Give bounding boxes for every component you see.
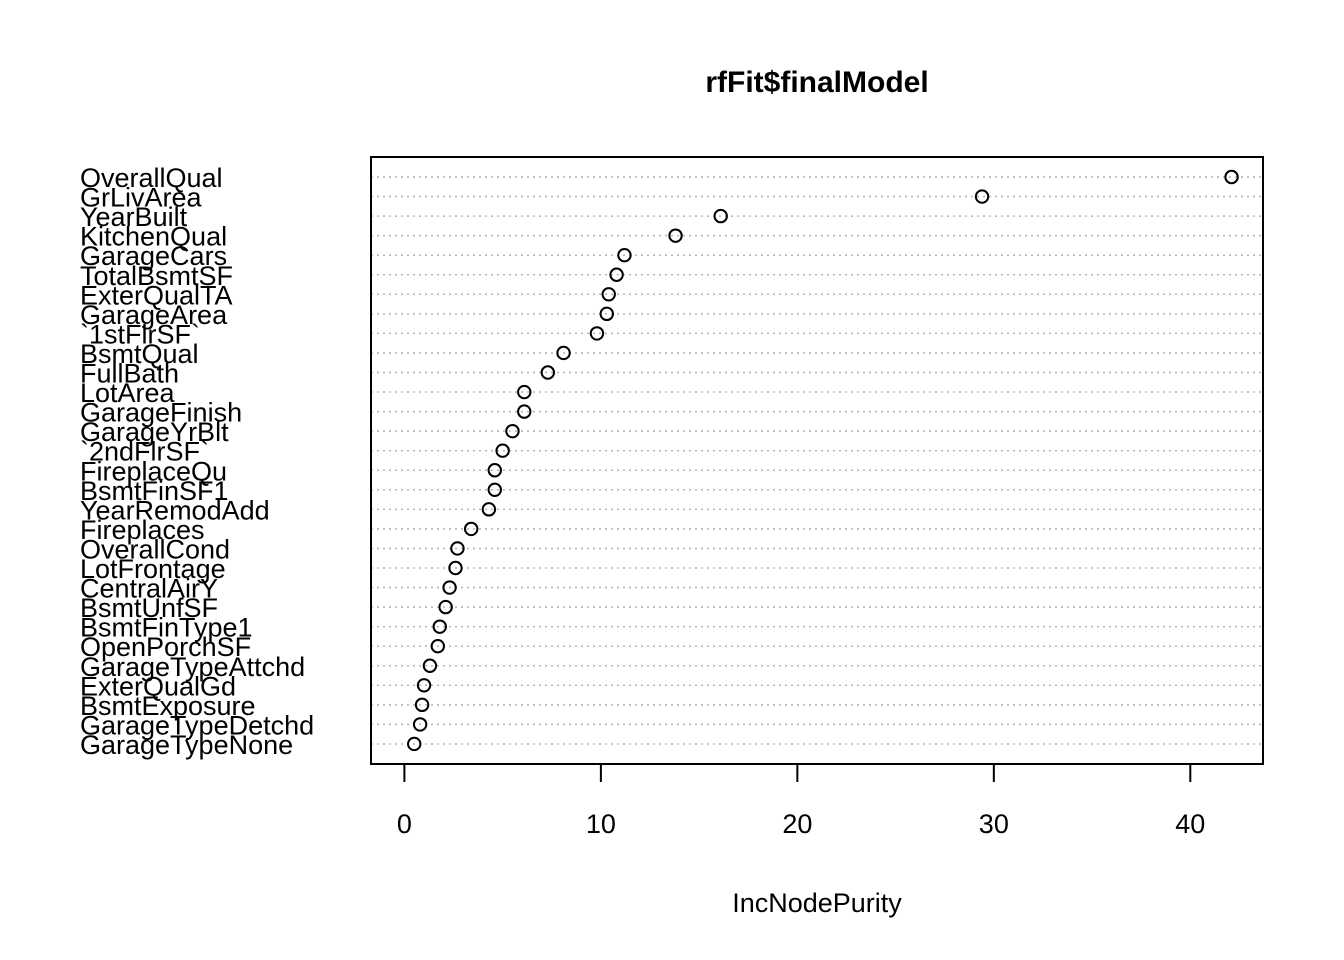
importance-point xyxy=(416,678,432,693)
importance-point xyxy=(617,248,632,263)
variable-label: CentralAirY xyxy=(80,574,218,604)
x-tick-label: 0 xyxy=(397,809,412,839)
variable-label: YearRemodAdd xyxy=(80,495,270,525)
importance-point xyxy=(589,326,605,341)
plot-frame xyxy=(370,156,1264,765)
variable-label: YearBuilt xyxy=(80,202,188,232)
variable-label: FullBath xyxy=(80,359,179,389)
importance-point xyxy=(495,443,510,458)
variable-label: GrLivArea xyxy=(80,183,203,213)
variable-label: `2ndFlrSF` xyxy=(80,437,209,467)
variable-label: BsmtQual xyxy=(80,339,199,369)
importance-point xyxy=(487,482,502,497)
variable-labels: OverallQualGrLivAreaYearBuiltKitchenQual… xyxy=(80,163,314,760)
importance-point xyxy=(517,384,532,400)
variable-label: TotalBsmtSF xyxy=(80,261,233,291)
importance-point xyxy=(464,521,479,537)
importance-point xyxy=(974,189,990,204)
variable-label: BsmtFinType1 xyxy=(80,613,253,643)
variable-label: LotFrontage xyxy=(80,554,226,584)
variable-label: FireplaceQu xyxy=(80,456,227,486)
importance-point xyxy=(481,502,497,517)
importance-point xyxy=(599,306,614,322)
x-tick-label: 10 xyxy=(586,809,616,839)
variable-label: BsmtExposure xyxy=(80,691,256,721)
variable-label: GarageFinish xyxy=(80,398,242,428)
importance-points xyxy=(407,169,1239,752)
importance-point xyxy=(609,267,624,282)
importance-point xyxy=(414,697,430,713)
x-axis: 0 10 20 30 40 xyxy=(397,763,1205,839)
variable-label: GarageTypeDetchd xyxy=(80,710,314,740)
variable-label: GarageTypeNone xyxy=(80,730,293,760)
x-axis-label: IncNodePurity xyxy=(732,888,902,918)
importance-point xyxy=(407,736,422,752)
variable-label: ExterQualTA xyxy=(80,280,233,310)
importance-point xyxy=(438,599,453,615)
importance-point xyxy=(432,619,447,634)
importance-point xyxy=(442,580,457,595)
grid-lines xyxy=(371,176,1263,745)
variable-label: GarageTypeAttchd xyxy=(80,652,305,682)
importance-point xyxy=(487,463,502,478)
importance-point xyxy=(668,228,683,243)
importance-point xyxy=(412,717,428,732)
x-tick-label: 30 xyxy=(979,809,1009,839)
variable-label: OverallQual xyxy=(80,163,223,193)
x-tick-label: 20 xyxy=(782,809,812,839)
importance-point xyxy=(505,423,520,439)
importance-point xyxy=(601,287,616,302)
variable-label: OverallCond xyxy=(80,534,230,564)
variable-label: BsmtFinSF1 xyxy=(80,476,229,506)
variable-label: GarageYrBlt xyxy=(80,417,229,447)
variable-label: GarageArea xyxy=(80,300,228,330)
importance-point xyxy=(1224,169,1239,185)
importance-point xyxy=(448,560,463,576)
importance-point xyxy=(422,658,438,673)
importance-point xyxy=(556,345,571,361)
variable-label: `1stFlrSF` xyxy=(80,319,200,349)
variable-label: KitchenQual xyxy=(80,222,227,252)
importance-point xyxy=(517,404,532,419)
importance-point xyxy=(430,639,446,654)
variable-label: Fireplaces xyxy=(80,515,205,545)
variable-label: LotArea xyxy=(80,378,176,408)
variable-label: GarageCars xyxy=(80,241,227,271)
variable-label: OpenPorchSF xyxy=(80,632,251,662)
variable-label: ExterQualGd xyxy=(80,671,236,701)
importance-point xyxy=(713,208,728,224)
importance-point xyxy=(540,365,556,380)
chart-title: rfFit$finalModel xyxy=(705,66,928,99)
variable-label: BsmtUnfSF xyxy=(80,593,218,623)
importance-point xyxy=(450,541,465,556)
x-tick-label: 40 xyxy=(1175,809,1205,839)
